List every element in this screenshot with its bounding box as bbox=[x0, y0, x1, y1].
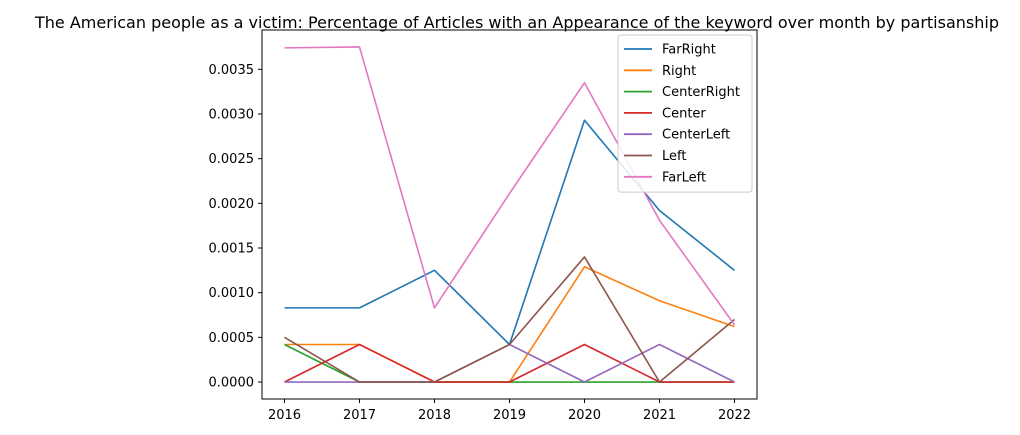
legend-label: FarLeft bbox=[662, 170, 706, 185]
y-tick-label: 0.0010 bbox=[209, 286, 255, 301]
y-axis: 0.0000 0.0005 0.0010 0.0015 0.0020 0.0025 0.00… bbox=[209, 63, 262, 391]
series-lines bbox=[284, 46, 736, 383]
chart-title: The American people as a victim: Percent… bbox=[34, 13, 999, 32]
x-tick-label: 2018 bbox=[418, 408, 451, 423]
y-tick-label: 0.0020 bbox=[209, 197, 255, 212]
x-tick-label: 2017 bbox=[343, 408, 376, 423]
legend-label: CenterRight bbox=[662, 85, 740, 100]
x-tick-label: 2021 bbox=[643, 408, 676, 423]
legend-label: Center bbox=[662, 106, 706, 121]
series-line-left bbox=[284, 256, 736, 383]
x-tick-label: 2020 bbox=[568, 408, 601, 423]
y-tick-label: 0.0015 bbox=[209, 242, 255, 257]
y-tick-label: 0.0025 bbox=[209, 152, 255, 167]
series-line-farleft bbox=[284, 46, 736, 326]
legend-label: Left bbox=[662, 149, 686, 164]
legend-label: Right bbox=[662, 64, 696, 79]
x-axis: 2016 2017 2018 2019 2020 2021 2022 bbox=[268, 399, 751, 423]
x-tick-label: 2016 bbox=[268, 408, 301, 423]
y-tick-label: 0.0005 bbox=[209, 331, 255, 346]
legend-box bbox=[617, 34, 753, 193]
x-tick-label: 2022 bbox=[718, 408, 751, 423]
x-tick-label: 2019 bbox=[493, 408, 526, 423]
y-tick-label: 0.0030 bbox=[209, 107, 255, 122]
series-line-right bbox=[284, 265, 735, 383]
y-tick-label: 0.0000 bbox=[209, 376, 255, 391]
legend-label: FarRight bbox=[662, 43, 716, 58]
legend-label: CenterLeft bbox=[662, 128, 730, 143]
legend: FarRight Right CenterRight Center CenterLeft… bbox=[617, 34, 753, 193]
y-tick-label: 0.0035 bbox=[209, 63, 255, 78]
